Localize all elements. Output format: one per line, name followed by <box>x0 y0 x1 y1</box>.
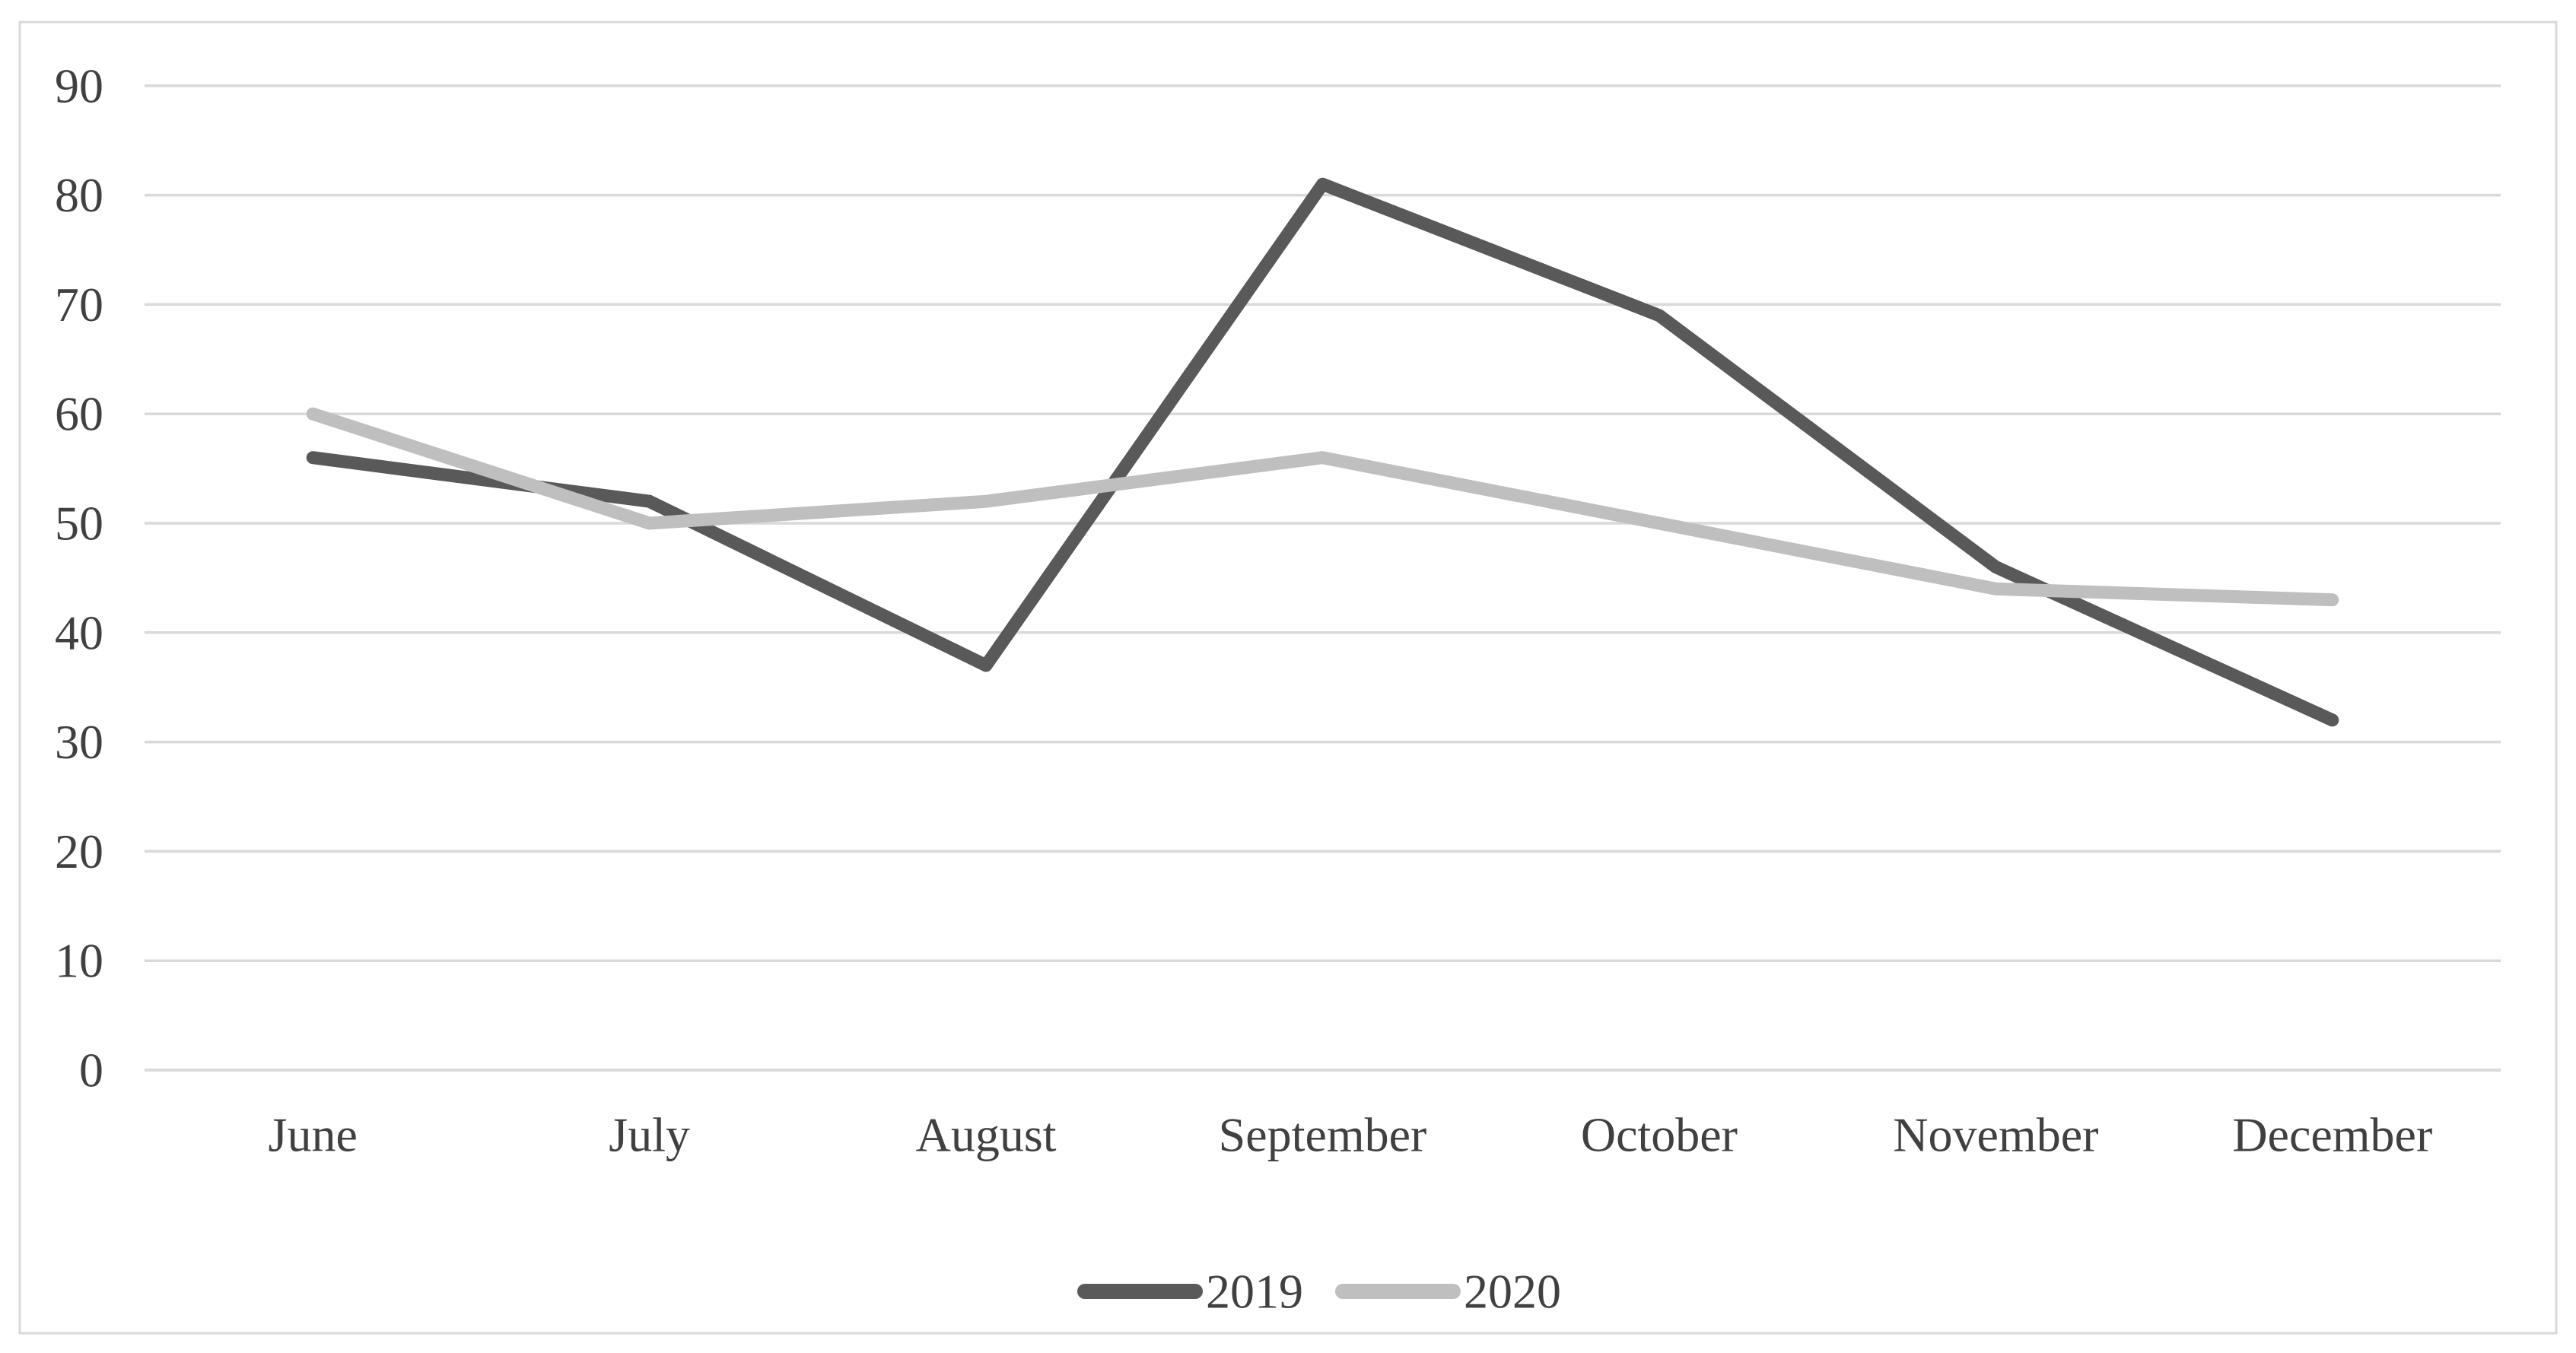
y-axis-tick-label: 50 <box>55 497 103 551</box>
y-axis-tick-label: 40 <box>55 605 103 659</box>
y-axis-tick-label: 80 <box>55 168 103 222</box>
legend: 2019 2020 <box>1077 1265 1561 1319</box>
y-axis-tick-label: 0 <box>79 1043 103 1097</box>
y-axis-tick-label: 60 <box>55 387 103 441</box>
chart-border <box>18 21 2558 1335</box>
y-axis-tick-label: 30 <box>55 715 103 769</box>
y-axis-tick-label: 90 <box>55 59 103 113</box>
legend-label-2020: 2020 <box>1464 1265 1561 1319</box>
y-axis-tick-label: 20 <box>55 824 103 878</box>
x-axis-category-label: June <box>269 1108 358 1162</box>
legend-label-2019: 2019 <box>1206 1265 1303 1319</box>
x-axis-category-label: October <box>1581 1108 1738 1162</box>
x-axis-category-label: December <box>2232 1108 2432 1162</box>
y-axis-tick-label: 70 <box>55 278 103 332</box>
series-line-2020 <box>306 407 2339 607</box>
x-axis-category-label: July <box>609 1108 690 1162</box>
x-axis-category-label: August <box>916 1108 1057 1162</box>
series-line-2019 <box>306 177 2339 727</box>
x-axis-category-label: September <box>1219 1108 1427 1162</box>
y-axis-tick-label: 10 <box>55 934 103 988</box>
x-axis-category-label: November <box>1893 1108 2098 1162</box>
